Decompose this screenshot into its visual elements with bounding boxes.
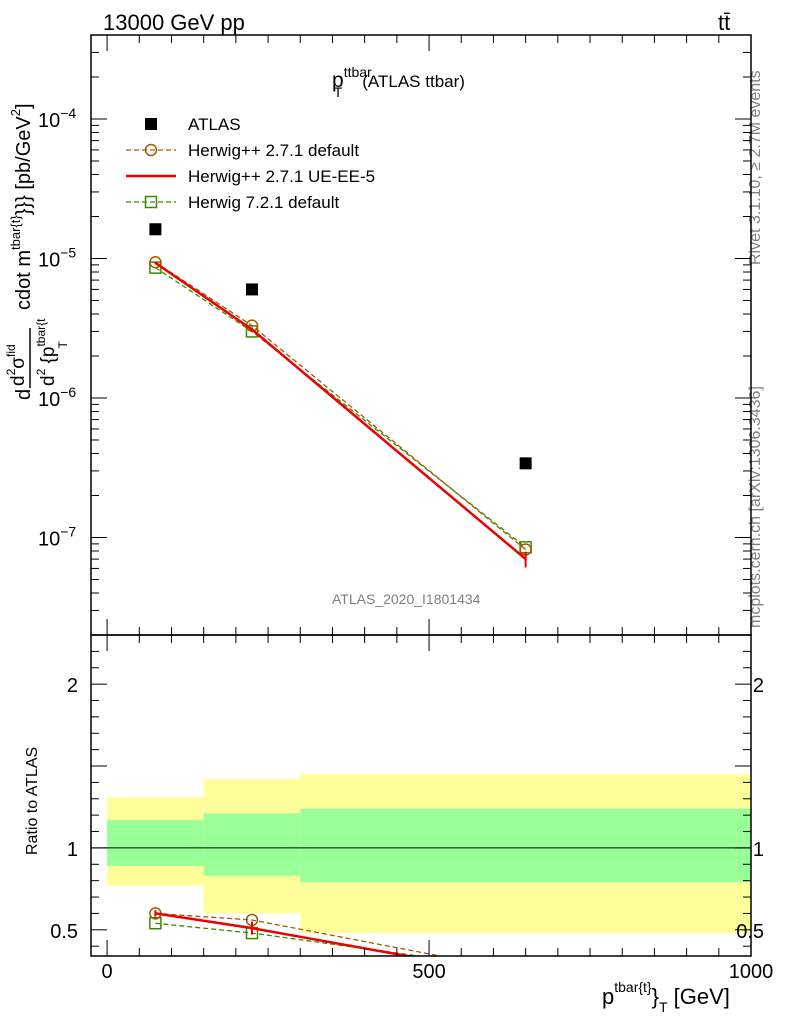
title-sup: ttbar	[344, 64, 372, 80]
x-axis-label: ptbar{t}}T [GeV]	[602, 979, 730, 1015]
point-1-0	[149, 255, 162, 269]
svg-text:cdot mtbar{t}}}} [pb/GeV2]: cdot mtbar{t}}}} [pb/GeV2]	[8, 103, 35, 310]
point-0-1	[245, 283, 258, 296]
axis-tick-labels: 10−7 10−6 10−5 10−4 0.5 0.5 1 1 2 2 0 500 1000	[38, 105, 773, 983]
title-rest: (ATLAS ttbar)	[362, 72, 465, 91]
legend: ATLAS Herwig++ 2.7.1 default Herwig++ 2.7.…	[126, 115, 375, 212]
ratio-ytick-label-left: 0.5	[50, 921, 78, 943]
point-0-2	[519, 457, 532, 470]
series-line-2	[154, 261, 527, 561]
legend-label-1: Herwig++ 2.7.1 default	[188, 141, 359, 160]
band-green-0	[107, 820, 204, 866]
ratio-point-2-0	[149, 916, 162, 930]
header-right: tt̄	[718, 10, 730, 35]
header-left: 13000 GeV pp	[103, 10, 245, 35]
top-series	[149, 223, 532, 568]
legend-label-0: ATLAS	[188, 115, 241, 134]
analysis-label: ATLAS_2020_I1801434	[332, 591, 481, 607]
top-ylabel: d d2σfid d2 {ptbar{t T cdot mtbar{t}}}} […	[4, 103, 70, 400]
legend-marker-3	[144, 195, 158, 209]
xtick-label: 0	[102, 961, 113, 983]
point-0-0	[149, 223, 162, 236]
series-line-1	[155, 261, 527, 551]
band-green-1	[203, 813, 301, 876]
axis-ticks	[91, 34, 752, 956]
legend-label-2: Herwig++ 2.7.1 UE-EE-5	[188, 167, 375, 186]
ratio-line-0	[155, 912, 444, 956]
svg-text:d2 {ptbar{tT: d2 {ptbar{t T	[34, 318, 70, 386]
svg-text:d2σfid: d2σfid	[4, 344, 29, 386]
ratio-ylabel: Ratio to ATLAS	[24, 747, 41, 855]
ytick-label-top: 10−6	[38, 384, 76, 411]
ratio-ytick-label-left: 1	[67, 839, 78, 861]
legend-marker-1	[144, 143, 158, 157]
xtick-label: 1000	[729, 961, 774, 983]
series-line-3	[155, 267, 527, 548]
band-green-2	[300, 808, 751, 883]
ytick-label-top: 10−5	[38, 244, 76, 271]
legend-marker-0	[145, 118, 157, 130]
ratio-ytick-label-right: 2	[753, 675, 764, 697]
ratio-series	[149, 907, 531, 978]
legend-label-3: Herwig 7.2.1 default	[188, 193, 339, 212]
ratio-frame	[90, 634, 752, 957]
ratio-bands	[107, 774, 751, 934]
ratio-ytick-label-right: 1	[753, 839, 764, 861]
title-sub: T	[334, 84, 343, 100]
ytick-label-top: 10−4	[38, 105, 76, 132]
svg-text:d: d	[13, 389, 35, 400]
rivet-label: Rivet 3.1.10, ≥ 2.7M events	[747, 70, 764, 265]
ratio-ytick-label-left: 2	[67, 675, 78, 697]
ytick-label-top: 10−7	[38, 523, 76, 550]
title-main: p	[332, 69, 344, 92]
ratio-point-2-2	[520, 965, 531, 976]
xtick-label: 500	[412, 961, 445, 983]
ratio-point-0-2	[520, 967, 531, 978]
ratio-ytick-label-right: 0.5	[736, 921, 764, 943]
chart-title: pttbar T (ATLAS ttbar)	[332, 64, 465, 100]
mcplots-label: mcplots.cern.ch [arXiv:1306.3436]	[747, 386, 764, 628]
